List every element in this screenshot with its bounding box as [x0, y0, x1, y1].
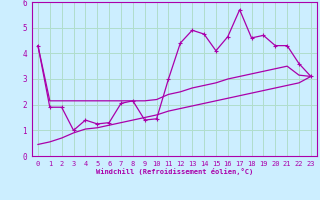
- X-axis label: Windchill (Refroidissement éolien,°C): Windchill (Refroidissement éolien,°C): [96, 168, 253, 175]
